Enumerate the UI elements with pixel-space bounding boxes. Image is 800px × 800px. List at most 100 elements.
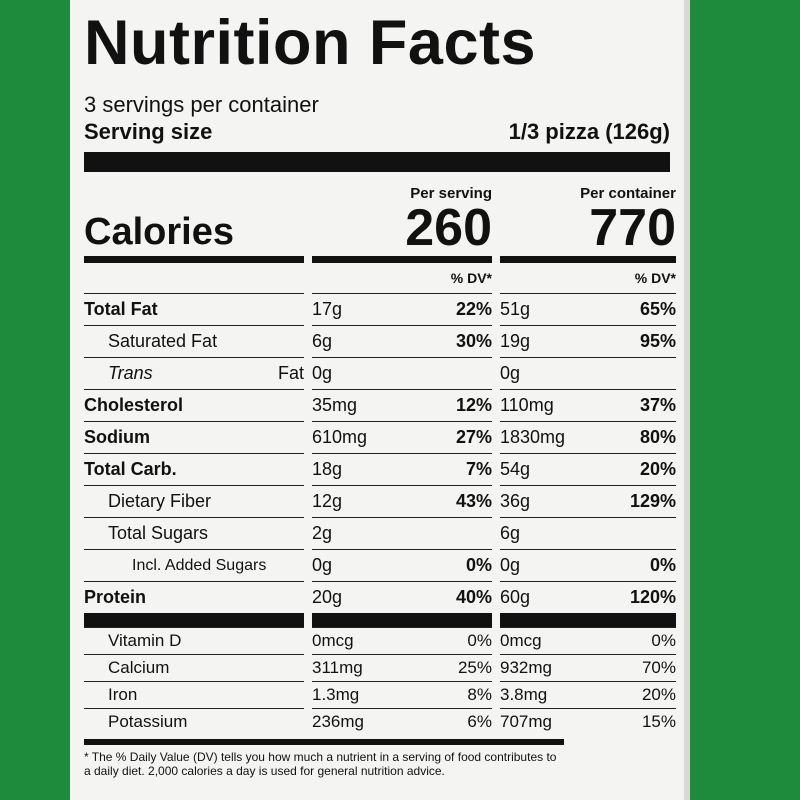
amount: 19g: [500, 331, 531, 351]
daily-value: 6%: [467, 712, 492, 731]
nutrition-label: Nutrition Facts 3 servings per container…: [84, 8, 676, 778]
daily-value: 27%: [455, 427, 492, 447]
rule: [500, 613, 676, 627]
amount-cell: 19g 95%: [500, 325, 676, 357]
amount: 236mg: [312, 712, 364, 731]
amount-cell: 18g 7%: [312, 453, 492, 485]
amount: 110mg: [500, 395, 554, 415]
daily-value: 65%: [639, 299, 676, 319]
amount-cell: 17g 22%: [312, 293, 492, 325]
per-container-calories: 770: [589, 199, 676, 257]
nutrient-name-rest: Fat: [277, 363, 304, 383]
amount: 6g: [312, 331, 333, 351]
nutrient-name: Total Fat: [84, 293, 304, 325]
per-serving-calories: 260: [405, 199, 492, 257]
nutrient-name-text: Protein: [84, 587, 147, 607]
daily-value: 30%: [455, 331, 492, 351]
amount-cell: 236mg 6%: [312, 708, 492, 735]
amount-cell: 54g 20%: [500, 453, 676, 485]
amount: 707mg: [500, 712, 552, 731]
amount: 51g: [500, 299, 531, 319]
amount-cell: 0mcg 0%: [500, 627, 676, 654]
amount-cell: 110mg 37%: [500, 389, 676, 421]
per-container-label: Per container: [580, 185, 676, 202]
amount-cell: 707mg 15%: [500, 708, 676, 735]
nutrient-name: Trans Fat: [84, 357, 304, 389]
daily-value: 15%: [641, 712, 676, 731]
amount-cell: 2g: [312, 517, 492, 549]
amount-cell: 35mg 12%: [312, 389, 492, 421]
per-serving-label: Per serving: [410, 185, 492, 202]
amount: 12g: [312, 491, 343, 511]
nutrient-name: Protein: [84, 581, 304, 613]
nutrient-name: Dietary Fiber: [84, 485, 304, 517]
calories-cell: Calories: [84, 176, 304, 263]
footnote: * The % Daily Value (DV) tells you how m…: [84, 739, 564, 778]
daily-value: 0%: [467, 631, 492, 650]
nutrient-name-italic: Trans: [108, 363, 153, 383]
rule: [84, 152, 670, 172]
rule: [84, 613, 304, 627]
amount: 6g: [500, 523, 521, 543]
amount-cell: 0g: [312, 357, 492, 389]
nutrient-name-text: Total Sugars: [108, 523, 209, 543]
per-serving-cell: Per serving 260: [312, 176, 492, 263]
nutrient-name: Vitamin D: [84, 627, 304, 654]
amount: 0g: [312, 363, 333, 383]
amount-cell: 51g 65%: [500, 293, 676, 325]
blank: [84, 263, 304, 293]
rule: [312, 613, 492, 627]
amount-cell: 932mg 70%: [500, 654, 676, 681]
daily-value: 37%: [639, 395, 676, 415]
nutrient-name: Total Sugars: [84, 517, 304, 549]
amount-cell: 0g 0%: [312, 549, 492, 581]
nutrient-name-text: Total Fat: [84, 299, 158, 319]
amount: 0g: [312, 555, 333, 575]
daily-value: 20%: [641, 685, 676, 704]
amount: 54g: [500, 459, 531, 479]
daily-value: 20%: [639, 459, 676, 479]
amount: 20g: [312, 587, 343, 607]
daily-value: 12%: [455, 395, 492, 415]
title: Nutrition Facts: [84, 8, 537, 78]
amount-cell: 311mg 25%: [312, 654, 492, 681]
daily-value: 40%: [455, 587, 492, 607]
calories-label: Calories: [84, 211, 234, 253]
amount-cell: 1830mg 80%: [500, 421, 676, 453]
amount-cell: 1.3mg 8%: [312, 681, 492, 708]
amount: 932mg: [500, 658, 552, 677]
calories-row: Calories Per serving 260 Per container 770: [84, 176, 676, 263]
nutrient-name-text: Dietary Fiber: [108, 491, 212, 511]
amount-cell: 36g 129%: [500, 485, 676, 517]
amount: 35mg: [312, 395, 358, 415]
nutrient-name-text: Saturated Fat: [108, 331, 218, 351]
amount: 0g: [500, 555, 521, 575]
amount: 3.8mg: [500, 685, 548, 704]
per-container-cell: Per container 770: [500, 176, 676, 263]
amount-cell: 3.8mg 20%: [500, 681, 676, 708]
daily-value: 120%: [629, 587, 676, 607]
daily-value: 0%: [649, 555, 676, 575]
nutrient-name: Potassium: [84, 708, 304, 735]
daily-value: 7%: [465, 459, 492, 479]
dv-header: % DV* % DV*: [84, 263, 676, 293]
amount-cell: 0g: [500, 357, 676, 389]
daily-value: 0%: [651, 631, 676, 650]
daily-value: 129%: [629, 491, 676, 511]
amount-cell: 20g 40%: [312, 581, 492, 613]
amount-cell: 12g 43%: [312, 485, 492, 517]
nutrient-name-text: Cholesterol: [84, 395, 184, 415]
daily-value: 0%: [465, 555, 492, 575]
daily-value: 25%: [457, 658, 492, 677]
amount: 17g: [312, 299, 343, 319]
nutrient-name: Total Carb.: [84, 453, 304, 485]
amount-cell: 0mcg 0%: [312, 627, 492, 654]
nutrient-name: Incl. Added Sugars: [84, 549, 304, 581]
vitamin-table: Vitamin D 0mcg 0% 0mcg 0% Calcium 311mg 25% 932m…: [84, 627, 676, 735]
nutrient-name-text: Vitamin D: [108, 631, 182, 650]
nutrient-name-text: Potassium: [108, 712, 188, 731]
amount: 2g: [312, 523, 333, 543]
nutrient-name: Iron: [84, 681, 304, 708]
thick-rule: [84, 613, 676, 627]
amount: 0g: [500, 363, 521, 383]
